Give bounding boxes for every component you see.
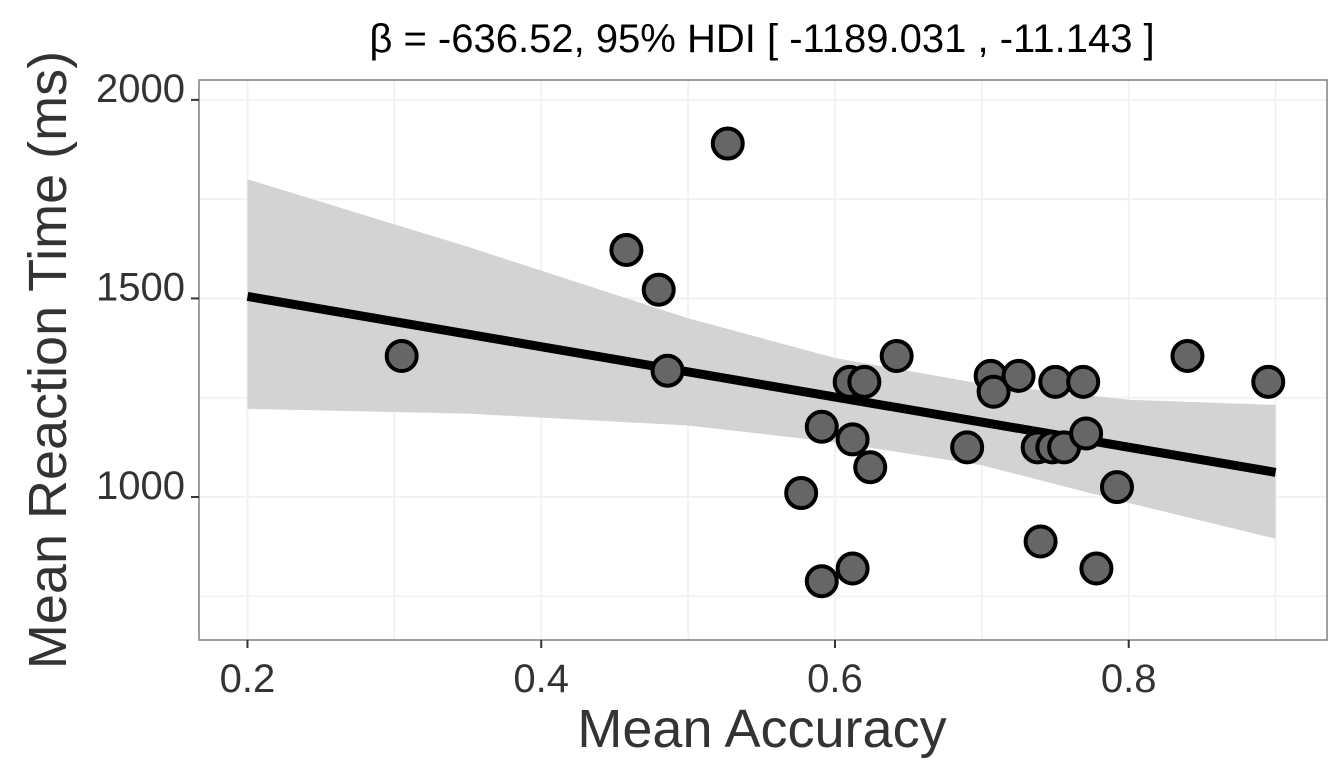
data-point <box>1066 364 1101 399</box>
y-axis-title: Mean Reaction Time (ms) <box>18 51 78 669</box>
x-tick-label: 0.2 <box>220 657 276 701</box>
x-axis-ticks: 0.2 0.4 0.6 0.8 <box>220 640 1157 701</box>
data-point <box>804 564 839 599</box>
data-point <box>1001 358 1036 393</box>
regression-line <box>246 292 1277 477</box>
data-point <box>1170 339 1205 374</box>
data-point <box>804 409 839 444</box>
data-point <box>835 422 870 457</box>
data-point <box>650 353 685 388</box>
data-point <box>950 430 985 465</box>
data-point <box>1023 524 1058 559</box>
data-point <box>609 232 644 267</box>
data-point <box>1069 416 1104 451</box>
data-point <box>879 339 914 374</box>
x-tick-label: 0.4 <box>513 657 569 701</box>
chart-title: β = -636.52, 95% HDI [ -1189.031 , -11.1… <box>369 17 1154 61</box>
data-point <box>384 339 419 374</box>
data-point <box>784 476 819 511</box>
data-point <box>1038 364 1073 399</box>
y-tick-label: 2000 <box>96 67 185 111</box>
data-point <box>641 272 676 307</box>
x-tick-label: 0.8 <box>1101 657 1157 701</box>
data-point <box>847 364 882 399</box>
data-point <box>976 374 1011 409</box>
panel-border <box>198 79 1328 641</box>
y-tick-label: 1500 <box>96 265 185 309</box>
x-tick-label: 0.6 <box>807 657 863 701</box>
x-axis-title: Mean Accuracy <box>577 699 946 759</box>
data-point <box>1079 551 1114 586</box>
data-point <box>1099 470 1134 505</box>
y-tick-label: 1000 <box>96 464 185 508</box>
data-point <box>835 551 870 586</box>
data-points <box>384 126 1286 599</box>
confidence-band <box>247 179 1276 539</box>
data-point <box>1251 364 1286 399</box>
data-point <box>853 450 888 485</box>
data-point <box>710 126 745 161</box>
y-axis-ticks: 1000 1500 2000 <box>96 67 199 508</box>
